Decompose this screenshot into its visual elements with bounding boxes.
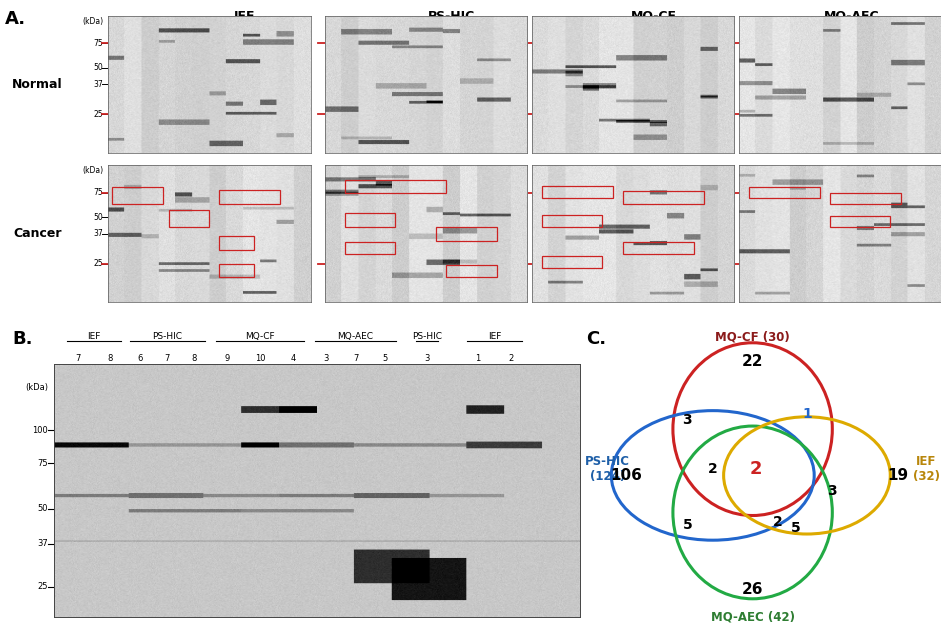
Text: 106: 106 (610, 468, 642, 483)
Text: 25: 25 (94, 110, 104, 119)
Bar (446, 265, 497, 277)
Text: 26: 26 (742, 582, 763, 597)
Text: 75: 75 (94, 39, 104, 48)
Text: 1: 1 (802, 406, 812, 421)
Bar (344, 242, 395, 254)
Text: 4: 4 (290, 354, 295, 363)
Text: 2: 2 (750, 460, 762, 478)
Text: 25: 25 (38, 583, 48, 591)
Text: 9: 9 (225, 354, 230, 363)
Text: PS-HIC: PS-HIC (428, 10, 475, 22)
Text: 75: 75 (38, 459, 48, 467)
Bar (542, 186, 613, 198)
Text: PS-HIC: PS-HIC (412, 332, 442, 342)
Text: MQ-AEC: MQ-AEC (338, 332, 374, 342)
Text: 7: 7 (353, 354, 359, 363)
Text: 6: 6 (137, 354, 143, 363)
Text: A.: A. (5, 10, 25, 27)
Text: 37: 37 (94, 229, 104, 238)
Bar (542, 256, 602, 268)
Text: 75: 75 (94, 188, 104, 197)
Text: MQ-CF: MQ-CF (631, 10, 677, 22)
Text: 2: 2 (508, 354, 514, 363)
Bar (344, 213, 395, 227)
Text: IEF: IEF (88, 332, 101, 342)
Text: 2: 2 (708, 462, 718, 476)
Text: 3: 3 (323, 354, 328, 363)
Bar (168, 211, 209, 227)
Text: 50: 50 (94, 64, 104, 73)
Text: Cancer: Cancer (13, 227, 62, 240)
Bar (623, 242, 694, 254)
Text: 3: 3 (827, 484, 837, 498)
Text: (kDa): (kDa) (24, 383, 48, 392)
Bar (219, 237, 254, 250)
Text: 5: 5 (383, 354, 388, 363)
Text: IEF: IEF (487, 332, 502, 342)
Text: MQ-AEC: MQ-AEC (823, 10, 880, 22)
Text: PS-HIC
(124): PS-HIC (124) (585, 455, 630, 483)
Text: 5: 5 (791, 521, 801, 535)
Bar (542, 214, 602, 227)
Text: 3: 3 (424, 354, 430, 363)
Text: 10: 10 (255, 354, 265, 363)
Text: 25: 25 (94, 259, 104, 268)
Text: 8: 8 (108, 354, 113, 363)
Text: MQ-AEC (42): MQ-AEC (42) (710, 611, 794, 623)
Text: 8: 8 (192, 354, 197, 363)
Text: (kDa): (kDa) (83, 17, 104, 26)
Text: 1: 1 (475, 354, 481, 363)
Text: B.: B. (12, 331, 32, 349)
Text: Normal: Normal (12, 78, 63, 91)
Text: 50: 50 (94, 213, 104, 222)
Bar (219, 264, 254, 277)
Text: 7: 7 (165, 354, 170, 363)
Bar (56, 453, 373, 474)
Bar (112, 187, 163, 204)
Text: MQ-CF: MQ-CF (245, 332, 275, 342)
Bar (344, 181, 446, 193)
Text: 2: 2 (774, 515, 783, 529)
Text: (kDa): (kDa) (83, 167, 104, 176)
Text: MQ-CF (30): MQ-CF (30) (715, 331, 790, 343)
Text: 100: 100 (32, 425, 48, 434)
Text: 5: 5 (682, 518, 693, 532)
Text: C.: C. (586, 331, 606, 349)
Text: 7: 7 (75, 354, 80, 363)
Text: IEF: IEF (234, 10, 255, 22)
Bar (749, 187, 820, 198)
Bar (830, 193, 901, 204)
Text: 50: 50 (38, 504, 48, 513)
Text: 22: 22 (742, 354, 763, 369)
Text: 19: 19 (887, 468, 908, 483)
Bar (830, 216, 890, 227)
Text: 3: 3 (682, 413, 693, 427)
Text: 37: 37 (37, 539, 48, 548)
Bar (623, 191, 704, 204)
Text: 37: 37 (94, 80, 104, 89)
Text: PS-HIC: PS-HIC (152, 332, 183, 342)
Text: IEF
(32): IEF (32) (913, 455, 940, 483)
Bar (219, 190, 280, 204)
Bar (436, 227, 497, 240)
